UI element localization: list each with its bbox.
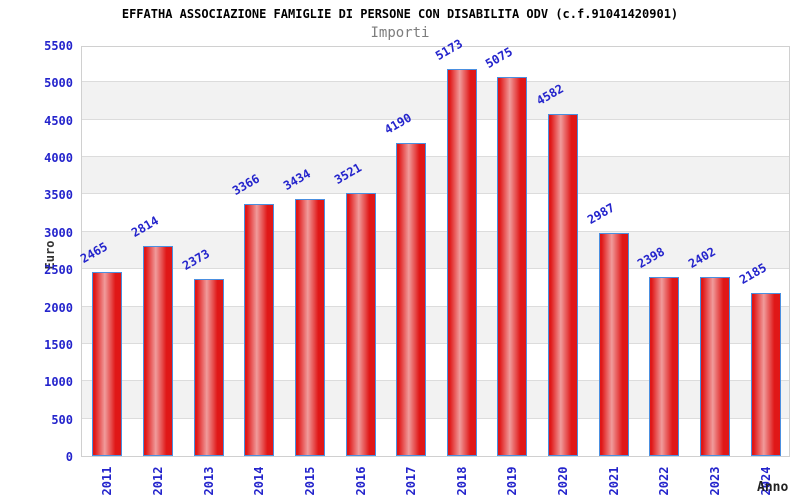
bar-2016 [345,192,376,456]
plot-band [82,157,789,195]
bar-2018 [446,69,477,456]
x-axis-tick-label: 2019 [505,466,520,496]
bar-value-label: 5075 [483,44,516,71]
y-axis-tick-label: 3000 [44,225,73,240]
x-axis-title: Anno [757,480,789,495]
gridline [82,230,789,232]
plot-band [82,82,789,120]
y-axis-tick-label: 2000 [44,300,73,315]
x-axis-tick-label: 2021 [606,466,621,496]
bar-2024 [750,292,781,456]
y-axis-tick-label: 5000 [44,76,73,91]
x-axis-tick-label: 2014 [252,466,267,496]
x-axis-tick-label: 2018 [454,466,469,496]
plot-band [82,306,789,344]
bar-2020 [548,113,579,456]
bar-2017 [396,142,427,456]
x-axis-tick-label: 2013 [201,466,216,496]
bar-2011 [92,271,123,456]
bar-2014 [244,204,275,456]
y-axis-tick-label: 3500 [44,188,73,203]
y-axis-tick-label: 4500 [44,113,73,128]
x-axis-tick-label: 2011 [100,466,115,496]
gridline [82,342,789,344]
y-axis-tick-label: 0 [65,450,73,464]
chart-subtitle: Importi [370,25,430,41]
plot-area: 2465 2011 2814 2012 2373 2013 3366 2014 3434 2015… [78,37,790,495]
y-axis-tick-label: 1000 [44,375,73,390]
gridline [82,156,789,158]
y-axis-tick-label: 4000 [44,151,73,166]
y-axis-tick-label: 1500 [44,337,73,352]
bar-2013 [193,278,224,456]
y-axis-tick-label: 2500 [44,263,73,278]
gridline [82,193,789,195]
gridline [82,81,789,83]
bar-2021 [598,232,629,456]
x-axis-tick-label: 2015 [302,466,317,496]
x-axis-tick-label: 2012 [150,466,165,496]
x-axis-tick-label: 2023 [708,466,723,496]
bar-value-label: 2987 [584,200,617,227]
gridline [82,118,789,120]
gridline [82,305,789,307]
plot-band [82,231,789,270]
bar-2019 [497,76,528,456]
x-axis-tick-label: 2020 [556,466,571,496]
y-axis-tick-label: 5500 [44,39,73,53]
bar-2022 [649,276,680,456]
gridline [82,417,789,419]
x-axis-tick-label: 2022 [657,466,672,496]
x-axis-tick-label: 2016 [353,466,368,496]
bar-value-label: 5173 [432,36,465,64]
gridline [82,268,789,270]
bar-2023 [700,276,731,456]
plot-band [82,381,789,419]
y-axis-tick-label: 500 [51,412,73,427]
x-axis-tick-label: 2017 [404,466,419,496]
bar-2015 [294,199,325,456]
bar-2012 [142,245,173,456]
gridline [82,380,789,382]
chart-title: EFFATHA ASSOCIAZIONE FAMIGLIE DI PERSONE… [121,7,679,21]
